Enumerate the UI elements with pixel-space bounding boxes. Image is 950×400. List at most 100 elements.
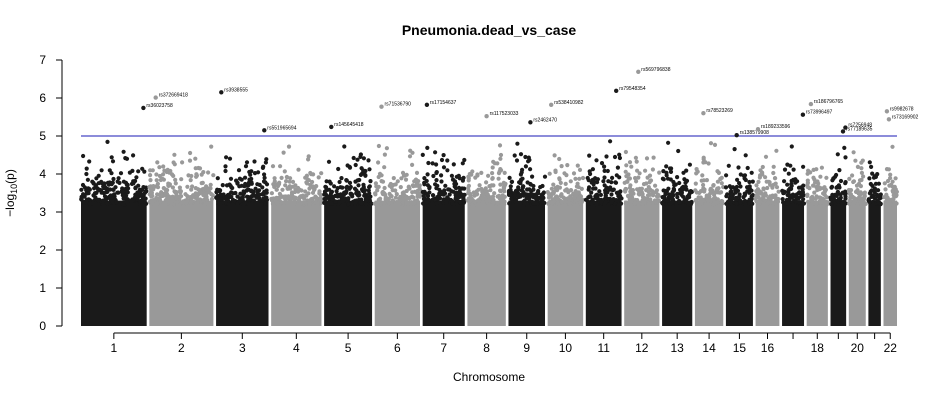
data-point	[337, 179, 342, 185]
data-point	[829, 202, 834, 207]
data-point	[476, 198, 481, 203]
data-point	[627, 176, 633, 181]
data-point	[836, 183, 842, 188]
data-point	[184, 199, 190, 204]
snp-label-rs189233596: rs189233596	[761, 124, 790, 130]
data-point	[249, 169, 254, 174]
data-point	[158, 199, 163, 204]
data-point	[306, 178, 311, 183]
data-point	[634, 159, 639, 164]
data-point	[367, 196, 372, 201]
data-point	[357, 177, 362, 183]
snp-label-rs71536790: rs71536790	[385, 102, 412, 108]
data-point	[310, 190, 316, 195]
data-point	[498, 152, 504, 158]
data-point	[382, 185, 387, 191]
data-point	[589, 180, 594, 185]
x-tick-label-1: 1	[110, 341, 117, 355]
data-point	[125, 190, 130, 195]
data-point	[693, 198, 698, 203]
chromosome-16-points	[753, 148, 781, 326]
snp-label-rs186796765: rs186796765	[814, 99, 843, 105]
data-point	[706, 161, 711, 166]
data-point	[296, 189, 301, 194]
data-point	[605, 168, 610, 174]
data-point	[645, 175, 650, 180]
data-point	[259, 201, 264, 207]
data-point	[838, 178, 844, 184]
dense-points	[216, 200, 269, 326]
data-point	[754, 199, 759, 204]
x-tick-label-4: 4	[293, 341, 300, 355]
data-point	[179, 194, 184, 199]
dense-points	[694, 200, 724, 326]
data-point	[333, 193, 338, 199]
data-point	[669, 193, 674, 198]
data-point	[170, 185, 175, 190]
y-tick-label-7: 7	[39, 53, 46, 67]
data-point	[528, 167, 533, 172]
data-point	[667, 166, 673, 171]
data-point	[557, 177, 562, 182]
data-point	[211, 173, 216, 178]
data-point	[666, 186, 671, 191]
data-point	[859, 160, 864, 165]
data-point	[684, 168, 689, 173]
data-point	[502, 194, 507, 199]
data-point	[376, 184, 381, 189]
data-point	[851, 179, 856, 185]
data-point	[96, 188, 101, 193]
snp-label-rs77189635: rs77189635	[846, 126, 873, 132]
data-point	[727, 196, 732, 201]
data-point	[425, 145, 430, 150]
data-point	[567, 201, 572, 206]
x-tick-label-11: 11	[597, 341, 610, 355]
data-point	[745, 185, 750, 190]
data-point	[376, 143, 381, 149]
data-point	[605, 190, 610, 195]
y-tick-label-3: 3	[39, 205, 46, 219]
data-point	[793, 180, 798, 185]
data-point	[878, 192, 883, 197]
data-point	[627, 160, 633, 165]
data-point	[757, 175, 763, 180]
data-point	[292, 197, 297, 202]
data-point	[471, 190, 476, 195]
data-point	[397, 199, 402, 204]
data-point	[766, 201, 771, 206]
data-point	[781, 200, 786, 205]
data-point	[413, 177, 419, 182]
x-tick-label-10: 10	[559, 341, 573, 355]
data-point	[375, 188, 380, 193]
data-point	[251, 198, 256, 203]
data-point	[644, 156, 650, 161]
data-point	[660, 176, 666, 181]
data-point	[486, 173, 491, 178]
data-point	[574, 184, 580, 189]
data-point	[858, 196, 863, 201]
data-point	[677, 200, 683, 205]
chromosome-13-points	[660, 140, 695, 326]
data-point	[648, 178, 654, 183]
data-point	[637, 190, 642, 195]
data-point	[460, 161, 465, 166]
data-point	[356, 183, 361, 188]
data-point	[336, 166, 341, 172]
data-point	[824, 175, 829, 180]
data-point	[472, 199, 478, 204]
data-point	[260, 185, 265, 190]
dense-points	[422, 200, 465, 326]
data-point	[525, 202, 530, 207]
data-point	[172, 162, 177, 167]
data-point	[138, 198, 143, 204]
data-point	[602, 164, 607, 169]
data-point	[119, 188, 125, 193]
data-point	[284, 174, 289, 180]
data-point	[446, 187, 451, 192]
data-point	[888, 172, 893, 177]
data-point	[425, 172, 430, 177]
data-point	[684, 178, 690, 183]
data-point	[561, 195, 566, 200]
data-point	[579, 186, 584, 191]
data-point	[345, 184, 350, 189]
